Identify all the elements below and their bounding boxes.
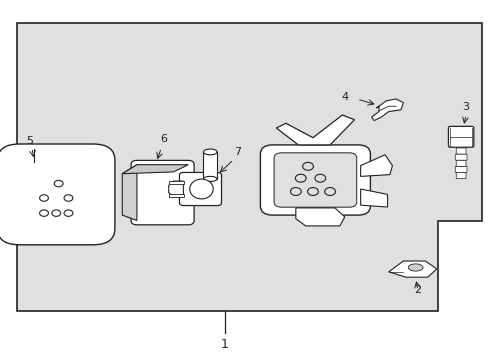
- FancyBboxPatch shape: [179, 172, 221, 206]
- Polygon shape: [295, 208, 344, 226]
- Polygon shape: [388, 261, 436, 277]
- Bar: [168, 181, 184, 184]
- FancyBboxPatch shape: [455, 148, 465, 154]
- FancyBboxPatch shape: [455, 160, 465, 166]
- Polygon shape: [360, 189, 386, 207]
- Bar: [203, 152, 217, 179]
- Ellipse shape: [203, 176, 217, 181]
- Text: 1: 1: [221, 338, 228, 351]
- Polygon shape: [371, 99, 403, 121]
- Polygon shape: [17, 23, 481, 311]
- Ellipse shape: [203, 149, 217, 155]
- FancyBboxPatch shape: [447, 126, 473, 147]
- Text: 7: 7: [233, 147, 240, 157]
- Text: 5: 5: [26, 136, 33, 146]
- Text: 3: 3: [462, 102, 468, 112]
- Text: 4: 4: [341, 92, 347, 102]
- Text: 2: 2: [414, 285, 421, 295]
- Bar: [168, 194, 184, 197]
- Polygon shape: [168, 181, 183, 197]
- Polygon shape: [122, 165, 137, 220]
- Polygon shape: [122, 165, 188, 174]
- Polygon shape: [360, 155, 391, 176]
- FancyBboxPatch shape: [260, 145, 370, 215]
- FancyBboxPatch shape: [131, 161, 194, 225]
- FancyBboxPatch shape: [455, 172, 465, 179]
- Polygon shape: [276, 115, 354, 145]
- Text: 6: 6: [160, 134, 167, 144]
- Ellipse shape: [407, 264, 422, 271]
- FancyBboxPatch shape: [273, 153, 356, 207]
- Ellipse shape: [189, 179, 213, 199]
- FancyBboxPatch shape: [454, 166, 466, 172]
- FancyBboxPatch shape: [0, 144, 115, 245]
- FancyBboxPatch shape: [454, 154, 466, 160]
